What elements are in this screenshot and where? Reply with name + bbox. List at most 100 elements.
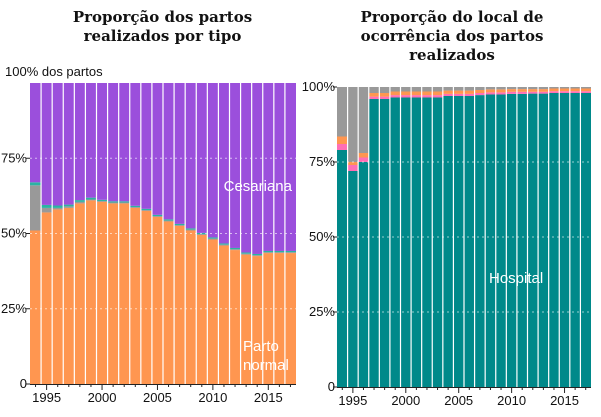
bar-tipo-s0-2008 <box>185 230 197 384</box>
bar-local-s0-2001 <box>411 97 422 387</box>
bar-tipo-s2-2012 <box>229 247 241 250</box>
bar-tipo-s1-2003 <box>129 207 141 208</box>
bar-local-s3-2004 <box>442 87 454 91</box>
bar-tipo-s0-2005 <box>151 216 163 384</box>
bar-local-s0-2002 <box>421 97 433 387</box>
bar-tipo-s2-2011 <box>218 243 230 245</box>
bar-local-s3-2006 <box>464 87 475 91</box>
bar-local-s2-2013 <box>538 89 549 92</box>
bar-tipo-s1-2008 <box>185 229 197 231</box>
bar-tipo-s3-2008 <box>185 83 197 229</box>
bar-tipo-s2-1996 <box>52 205 64 208</box>
bar-local-s0-2013 <box>538 93 549 387</box>
bar-local-s2-2002 <box>421 91 433 96</box>
bar-local-s1-2001 <box>411 95 422 98</box>
x-tick-label-local: 2005 <box>444 393 473 408</box>
x-tick-label-tipo: 2005 <box>143 390 172 405</box>
bar-tipo-s3-2006 <box>163 83 175 220</box>
bar-local-s0-2012 <box>527 93 539 387</box>
bar-tipo-s2-2014 <box>251 253 263 256</box>
bar-local-s3-2008 <box>485 87 496 90</box>
bar-local-s0-2016 <box>569 93 581 387</box>
bar-local-s2-1996 <box>358 153 369 158</box>
bar-tipo-s1-2016 <box>273 252 285 254</box>
bar-tipo-s3-1999 <box>85 83 97 198</box>
bar-local-s0-1997 <box>368 99 380 387</box>
bar-tipo-s1-2017 <box>284 252 296 254</box>
bar-tipo-s1-2006 <box>163 220 175 222</box>
bar-local-s3-1997 <box>368 87 380 93</box>
bar-tipo-s0-2006 <box>163 221 175 384</box>
x-tick-label-tipo: 1995 <box>32 390 61 405</box>
bar-local-s0-2010 <box>506 93 517 388</box>
bar-local-s3-2011 <box>516 87 528 90</box>
bar-local-s3-1994 <box>337 87 348 137</box>
bar-local-s3-2013 <box>538 87 549 90</box>
bar-tipo-s0-2010 <box>207 239 219 384</box>
bar-tipo-s1-1995 <box>41 207 53 213</box>
bar-local-s1-2004 <box>442 93 454 96</box>
bar-local-s0-2005 <box>453 96 464 387</box>
bar-local-s1-2013 <box>538 91 549 94</box>
bar-local-s1-2014 <box>548 91 560 93</box>
x-tick-label-local: 2000 <box>391 393 420 408</box>
bar-tipo-s3-1995 <box>41 83 53 205</box>
x-tick-label-tipo: 2015 <box>254 390 283 405</box>
bar-local-s3-2009 <box>495 87 507 90</box>
bar-tipo-s3-1994 <box>30 83 42 183</box>
bar-tipo-s3-2013 <box>240 83 252 253</box>
y-tick-label-local: 25% <box>309 304 335 319</box>
bar-local-s3-2016 <box>569 87 581 89</box>
bar-local-s0-1994 <box>337 150 348 387</box>
bar-tipo-s2-1995 <box>41 204 53 208</box>
x-tick-label-local: 2015 <box>550 393 579 408</box>
bar-local-s2-2004 <box>442 90 454 94</box>
bar-local-s0-2014 <box>548 93 560 387</box>
bar-tipo-s0-2016 <box>273 253 285 384</box>
bar-local-s2-2003 <box>432 91 443 96</box>
bar-local-s3-1995 <box>347 87 359 162</box>
y-tick-label-local: 100% <box>302 79 336 94</box>
bar-tipo-s2-1998 <box>74 200 86 202</box>
bar-tipo-s3-2016 <box>273 83 285 251</box>
bar-tipo-s1-2000 <box>96 200 108 202</box>
bar-local-s1-1994 <box>337 144 348 150</box>
bar-local-s3-2002 <box>421 87 433 92</box>
bar-local-s1-2002 <box>421 95 433 98</box>
bar-tipo-s1-2009 <box>196 234 208 235</box>
x-tick-label-tipo: 2010 <box>198 390 227 405</box>
bar-local-s3-2000 <box>400 87 412 92</box>
bar-local-s1-2005 <box>453 93 464 96</box>
bar-local-s0-2004 <box>442 96 454 387</box>
bar-local-s0-1995 <box>347 171 359 387</box>
bar-local-s3-2012 <box>527 87 539 90</box>
bar-local-s2-1999 <box>389 91 401 96</box>
bar-local-s0-1998 <box>379 99 390 387</box>
bar-tipo-s0-1999 <box>85 200 97 384</box>
bar-tipo-s3-2012 <box>229 83 241 248</box>
bar-local-s1-2009 <box>495 92 507 95</box>
bar-tipo-s0-2015 <box>262 253 274 384</box>
bar-local-s2-2017 <box>580 88 591 92</box>
bar-local-s3-2005 <box>453 87 464 91</box>
bar-local-s1-2010 <box>506 91 517 94</box>
bar-tipo-s2-2008 <box>185 228 197 230</box>
annotation-tipo-2: normal <box>243 357 289 374</box>
bar-local-s1-1999 <box>389 95 401 98</box>
bar-tipo-s1-2005 <box>151 216 163 217</box>
bar-local-s2-2007 <box>474 90 486 93</box>
bar-local-s1-1995 <box>347 165 359 171</box>
bar-tipo-s0-2003 <box>129 207 141 384</box>
y-tick-label-tipo: 75% <box>1 150 27 165</box>
bar-tipo-s1-1997 <box>63 206 75 208</box>
bar-local-s2-2009 <box>495 89 507 93</box>
bar-tipo-s2-2000 <box>96 199 108 201</box>
bar-local-s0-2007 <box>474 95 486 387</box>
bar-tipo-s3-2015 <box>262 83 274 251</box>
bar-local-s2-2010 <box>506 89 517 92</box>
x-tick-label-local: 1995 <box>338 393 367 408</box>
bar-tipo-s3-2010 <box>207 83 219 238</box>
bar-tipo-s2-2015 <box>262 250 274 253</box>
bar-tipo-s3-2011 <box>218 83 230 244</box>
bar-tipo-s1-1998 <box>74 201 86 204</box>
